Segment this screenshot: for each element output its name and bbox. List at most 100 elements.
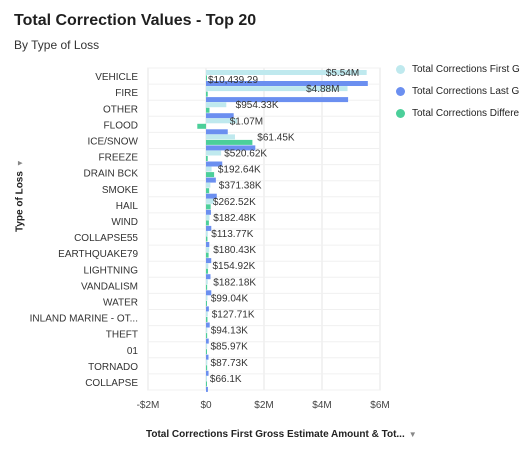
bar-total-corrections-differe[interactable] [206, 139, 253, 145]
bar-total-corrections-last-g[interactable] [206, 209, 211, 215]
category-label: VANDALISM [81, 281, 138, 292]
bar-total-corrections-last-g[interactable] [206, 129, 228, 135]
bar-total-corrections-first-g[interactable] [206, 134, 235, 140]
bar-total-corrections-first-g[interactable] [206, 279, 208, 285]
bar-total-corrections-first-g[interactable] [206, 375, 207, 381]
bar-total-corrections-differe[interactable] [206, 220, 209, 226]
bar-total-corrections-differe[interactable] [206, 252, 209, 258]
data-label: $1.07M [230, 116, 263, 127]
legend-item-last[interactable]: Total Corrections Last G [396, 80, 522, 102]
bar-total-corrections-last-g[interactable] [206, 386, 208, 392]
bar-total-corrections-first-g[interactable] [206, 214, 210, 220]
bar-total-corrections-first-g[interactable] [206, 86, 348, 92]
data-label: $87.73K [211, 358, 249, 369]
bar-total-corrections-first-g[interactable] [206, 182, 211, 188]
data-label: $262.52K [213, 197, 256, 208]
bar-total-corrections-differe[interactable] [206, 284, 208, 290]
bar-total-corrections-differe[interactable] [206, 268, 209, 274]
bar-total-corrections-first-g[interactable] [206, 118, 238, 124]
data-label: $520.62K [224, 149, 267, 160]
legend-item-first[interactable]: Total Corrections First G [396, 58, 522, 80]
bar-total-corrections-last-g[interactable] [206, 193, 217, 199]
bar-total-corrections-last-g[interactable] [206, 322, 210, 328]
chart-title: Total Correction Values - Top 20 [14, 12, 257, 29]
data-label: $4.88M [306, 84, 339, 95]
category-label: COLLAPSE [85, 378, 138, 389]
category-label: COLLAPSE55 [74, 233, 138, 244]
x-tick-label: $2M [254, 400, 273, 411]
category-label: 01 [127, 346, 139, 357]
x-tick-label: $4M [312, 400, 331, 411]
bar-total-corrections-differe[interactable] [206, 236, 208, 242]
bar-total-corrections-last-g[interactable] [206, 113, 234, 119]
bar-total-corrections-last-g[interactable] [206, 306, 209, 312]
data-label: $99.04K [211, 293, 249, 304]
bar-total-corrections-differe[interactable] [206, 300, 207, 306]
bar-total-corrections-last-g[interactable] [206, 370, 209, 376]
legend-label: Total Corrections Last G [412, 85, 520, 97]
bar-total-corrections-last-g[interactable] [206, 161, 223, 167]
bar-total-corrections-differe[interactable] [206, 188, 210, 194]
bar-total-corrections-first-g[interactable] [206, 327, 208, 333]
bar-total-corrections-last-g[interactable] [206, 242, 210, 247]
x-tick-labels-group: -$2M $0 $2M $4M $6M [137, 400, 390, 411]
bar-total-corrections-differe[interactable] [206, 156, 208, 161]
data-labels-group: $5.54M $4.88M $954.33K $1.07M $61.45K $520.62… [208, 68, 359, 385]
bar-total-corrections-first-g[interactable] [206, 295, 208, 301]
bar-total-corrections-first-g[interactable] [206, 247, 210, 253]
bar-total-corrections-differe[interactable] [206, 381, 207, 387]
bar-total-corrections-first-g[interactable] [206, 70, 367, 75]
x-axis-label[interactable]: Total Corrections First Gross Estimate A… [146, 429, 417, 440]
grid-lines [147, 67, 381, 391]
bar-total-corrections-last-g[interactable] [206, 290, 212, 296]
bar-total-corrections-last-g[interactable] [206, 354, 209, 360]
legend-item-difference[interactable]: Total Corrections Differe [396, 102, 522, 124]
data-label: $5.54M [326, 68, 359, 79]
data-label: $192.64K [218, 165, 261, 176]
bar-total-corrections-first-g[interactable] [206, 166, 212, 172]
data-label: $61.45K [257, 132, 295, 143]
bar-total-corrections-last-g[interactable] [206, 177, 216, 183]
category-label: OTHER [103, 104, 138, 115]
bar-total-corrections-first-g[interactable] [206, 359, 208, 365]
bar-total-corrections-last-g[interactable] [206, 81, 368, 86]
bar-total-corrections-differe[interactable] [206, 365, 208, 371]
data-label: $66.1K [210, 374, 242, 385]
data-label: $182.48K [213, 213, 256, 224]
bar-total-corrections-differe[interactable] [206, 333, 208, 339]
bar-total-corrections-first-g[interactable] [206, 343, 208, 349]
bar-total-corrections-last-g[interactable] [206, 338, 209, 344]
data-label: $182.18K [213, 277, 256, 288]
bar-total-corrections-differe[interactable] [206, 317, 208, 322]
legend: Total Corrections First G Total Correcti… [396, 58, 522, 124]
bar-total-corrections-differe[interactable] [197, 123, 206, 129]
data-label: $154.92K [212, 261, 255, 272]
category-labels-group: VEHICLE FIRE OTHER FLOOD ICE/SNOW FREEZE DRAIN… [30, 72, 139, 389]
bar-total-corrections-differe[interactable] [206, 75, 207, 81]
bar-total-corrections-last-g[interactable] [206, 274, 211, 280]
bar-total-corrections-last-g[interactable] [206, 258, 212, 264]
data-label: $85.97K [210, 342, 248, 353]
bar-total-corrections-first-g[interactable] [206, 102, 227, 108]
bar-total-corrections-first-g[interactable] [206, 150, 222, 156]
chevron-down-icon: ▼ [408, 430, 417, 439]
bar-total-corrections-first-g[interactable] [206, 231, 208, 236]
bars-group [197, 70, 368, 392]
bar-total-corrections-last-g[interactable] [206, 225, 212, 231]
bar-total-corrections-differe[interactable] [206, 91, 208, 97]
bar-total-corrections-first-g[interactable] [206, 263, 209, 269]
category-label: SMOKE [102, 185, 138, 196]
legend-swatch [396, 64, 405, 74]
bar-total-corrections-differe[interactable] [206, 107, 210, 113]
bar-total-corrections-first-g[interactable] [206, 311, 208, 317]
bar-total-corrections-differe[interactable] [206, 172, 215, 178]
bar-total-corrections-first-g[interactable] [206, 198, 214, 204]
category-label: VEHICLE [95, 72, 138, 83]
bar-total-corrections-last-g[interactable] [206, 145, 256, 151]
bar-total-corrections-differe[interactable] [206, 349, 207, 355]
bar-total-corrections-differe[interactable] [206, 204, 211, 210]
category-label: TORNADO [88, 362, 138, 373]
bar-total-corrections-last-g[interactable] [206, 97, 349, 103]
y-axis-label[interactable]: Type of Loss ▼ [15, 159, 26, 232]
